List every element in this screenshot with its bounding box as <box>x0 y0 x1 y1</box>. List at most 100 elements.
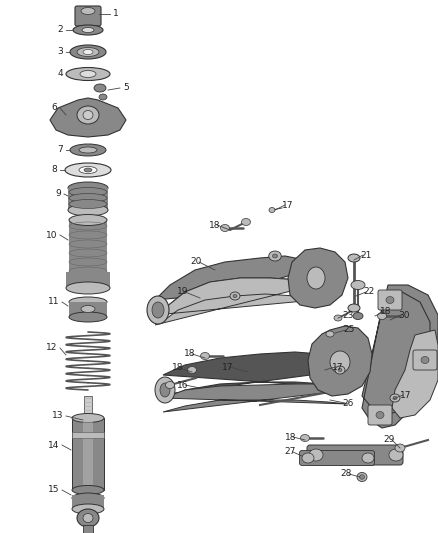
Ellipse shape <box>77 106 99 124</box>
Ellipse shape <box>307 267 325 289</box>
Text: 13: 13 <box>52 411 63 421</box>
Text: 17: 17 <box>282 200 293 209</box>
FancyBboxPatch shape <box>307 445 403 465</box>
Text: 18: 18 <box>208 221 220 230</box>
Ellipse shape <box>69 312 107 322</box>
Bar <box>69 302 107 317</box>
Text: 17: 17 <box>222 362 233 372</box>
Bar <box>68 188 108 210</box>
Bar <box>72 418 104 490</box>
Ellipse shape <box>68 182 108 194</box>
Polygon shape <box>155 278 315 325</box>
Text: 18: 18 <box>285 432 296 441</box>
Ellipse shape <box>230 292 240 300</box>
Text: 8: 8 <box>51 166 57 174</box>
Polygon shape <box>392 330 438 418</box>
Polygon shape <box>160 352 348 400</box>
Text: 2: 2 <box>57 26 63 35</box>
Bar <box>72 432 104 438</box>
Polygon shape <box>288 248 348 308</box>
Text: 16: 16 <box>177 381 188 390</box>
Text: 14: 14 <box>48 440 59 449</box>
Ellipse shape <box>68 204 108 216</box>
Ellipse shape <box>353 312 363 319</box>
Ellipse shape <box>79 166 97 174</box>
Text: 23: 23 <box>342 311 353 319</box>
Bar <box>84 396 92 451</box>
Polygon shape <box>50 98 126 137</box>
Text: 18: 18 <box>184 350 195 359</box>
Text: 6: 6 <box>51 103 57 112</box>
Ellipse shape <box>334 315 342 321</box>
Bar <box>83 525 93 533</box>
Ellipse shape <box>360 475 364 479</box>
Ellipse shape <box>155 377 175 403</box>
Ellipse shape <box>272 254 278 258</box>
Text: 9: 9 <box>55 190 61 198</box>
Text: 17: 17 <box>400 391 411 400</box>
Ellipse shape <box>81 305 95 312</box>
Ellipse shape <box>69 214 107 225</box>
FancyBboxPatch shape <box>75 6 101 26</box>
Bar <box>69 220 107 284</box>
Ellipse shape <box>201 352 209 359</box>
Text: 4: 4 <box>57 69 63 78</box>
Ellipse shape <box>69 188 107 197</box>
Text: 18: 18 <box>380 308 392 317</box>
Ellipse shape <box>393 397 397 400</box>
Ellipse shape <box>220 224 230 231</box>
Text: 30: 30 <box>398 311 410 319</box>
Ellipse shape <box>335 366 345 374</box>
Ellipse shape <box>378 312 386 319</box>
Ellipse shape <box>309 449 323 461</box>
Ellipse shape <box>152 302 164 318</box>
Ellipse shape <box>351 280 365 289</box>
Ellipse shape <box>357 472 367 481</box>
Polygon shape <box>362 285 438 428</box>
Ellipse shape <box>84 168 92 172</box>
Ellipse shape <box>69 297 107 307</box>
Bar <box>66 272 110 288</box>
Text: 29: 29 <box>384 435 395 445</box>
Text: 3: 3 <box>57 47 63 56</box>
Ellipse shape <box>187 367 197 374</box>
Text: 22: 22 <box>363 287 374 296</box>
FancyBboxPatch shape <box>300 450 374 465</box>
Ellipse shape <box>83 513 93 522</box>
Ellipse shape <box>390 394 400 402</box>
Ellipse shape <box>348 304 360 312</box>
Ellipse shape <box>83 110 93 119</box>
Bar <box>72 495 104 509</box>
Text: 28: 28 <box>341 470 352 479</box>
Ellipse shape <box>66 68 110 80</box>
Ellipse shape <box>421 357 429 364</box>
Ellipse shape <box>326 331 334 337</box>
Text: 18: 18 <box>172 364 183 373</box>
Ellipse shape <box>72 504 104 514</box>
Polygon shape <box>155 256 315 315</box>
Bar <box>83 418 93 490</box>
Text: 15: 15 <box>47 486 59 495</box>
Ellipse shape <box>376 411 384 418</box>
Text: 5: 5 <box>123 84 129 93</box>
Ellipse shape <box>69 199 107 208</box>
Ellipse shape <box>72 486 104 495</box>
FancyBboxPatch shape <box>413 350 437 370</box>
Ellipse shape <box>72 414 104 423</box>
Polygon shape <box>163 384 348 412</box>
Ellipse shape <box>70 45 106 59</box>
Ellipse shape <box>80 70 96 77</box>
Ellipse shape <box>66 282 110 294</box>
Ellipse shape <box>386 296 394 303</box>
Text: 17: 17 <box>332 362 343 372</box>
Ellipse shape <box>302 453 314 463</box>
Ellipse shape <box>69 193 107 203</box>
Text: 21: 21 <box>360 251 371 260</box>
FancyBboxPatch shape <box>378 290 402 310</box>
Text: 19: 19 <box>177 287 188 296</box>
Text: 27: 27 <box>285 448 296 456</box>
Polygon shape <box>308 326 372 396</box>
Ellipse shape <box>338 368 342 372</box>
FancyBboxPatch shape <box>368 405 392 425</box>
Ellipse shape <box>77 509 99 527</box>
